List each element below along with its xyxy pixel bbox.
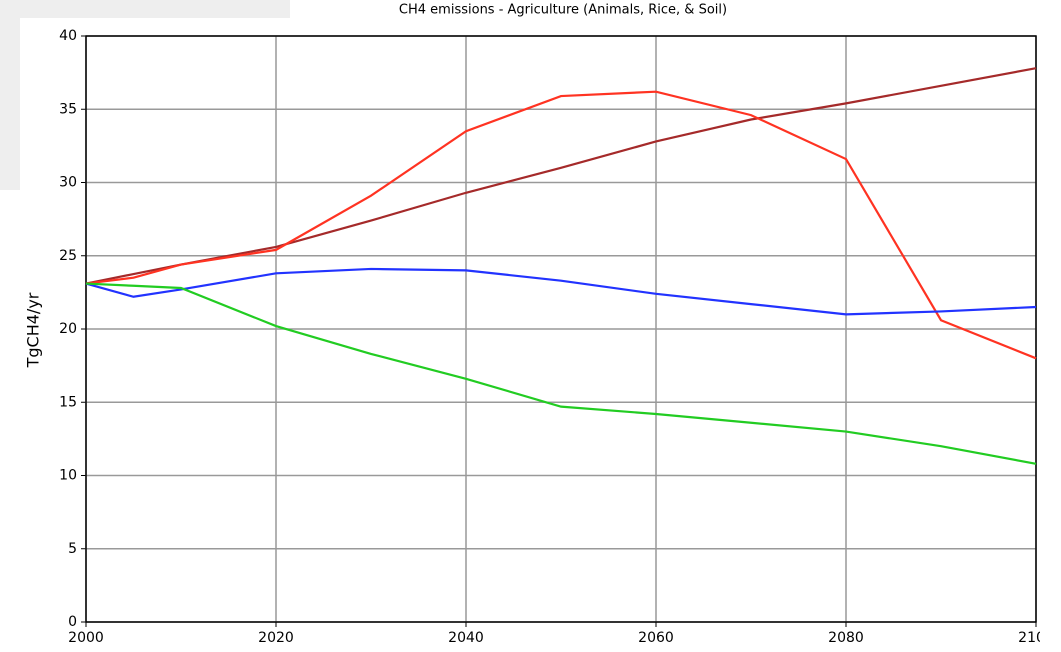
series-line [85,282,1037,465]
x-tick-label: 2000 [68,630,104,646]
series-line [85,90,1037,360]
x-tick-label: 2080 [828,630,864,646]
series-line [85,67,1037,285]
x-tick-label: 2040 [448,630,484,646]
x-tick-label: 2060 [638,630,674,646]
backdrop [0,0,20,190]
y-tick-label: 0 [68,614,77,630]
chart-title: CH4 emissions - Agriculture (Animals, Ri… [399,3,727,18]
y-tick-label: 30 [59,175,77,191]
y-tick-label: 15 [59,394,77,410]
y-tick-label: 5 [68,541,77,557]
x-tick-label: 2020 [258,630,294,646]
y-tick-label: 35 [59,101,77,117]
backdrop [0,0,290,18]
y-tick-label: 20 [59,321,77,337]
series-line [85,267,1037,316]
y-tick-label: 25 [59,248,77,264]
y-tick-label: 40 [59,28,77,44]
plot-frame [85,35,1037,623]
y-axis-label: TgCH4/yr [24,292,43,368]
plot: 0 5 10 15 20 25 30 35 40 2000 2020 2040 2060 2080 2100 [59,28,1054,646]
x-tick-label: 2100 [1018,630,1054,646]
y-tick-label: 10 [59,468,77,484]
